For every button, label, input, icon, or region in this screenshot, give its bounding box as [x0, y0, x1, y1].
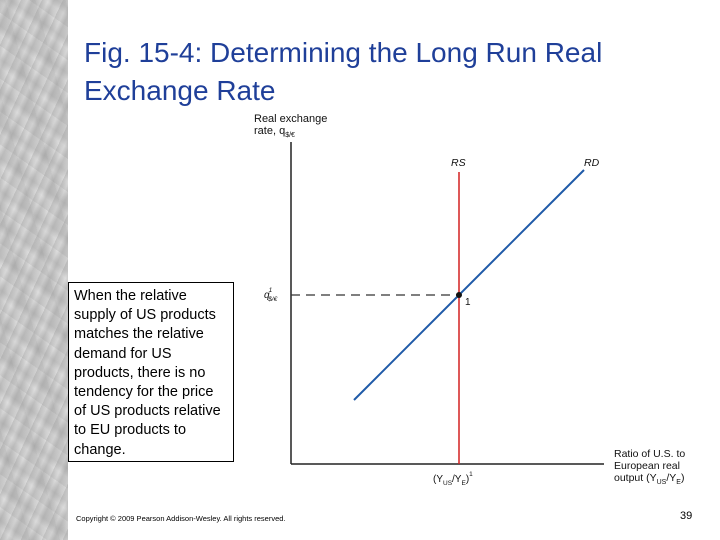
explanation-callout: When the relative supply of US products … — [68, 282, 234, 462]
x-axis-label-line1: Ratio of U.S. to — [614, 448, 685, 460]
equilibrium-point-label: 1 — [465, 297, 471, 308]
rd-curve — [353, 169, 585, 401]
x-axis-label-line3: output (YUS/YE) — [614, 472, 684, 486]
y-axis-label-line1: Real exchange — [254, 113, 327, 125]
x-axis-label-line2: European real — [614, 460, 680, 472]
x-tick-label: (YUS/YE)1 — [433, 471, 473, 487]
marble-background-strip — [0, 0, 68, 540]
rd-label: RD — [584, 157, 600, 169]
y-axis-label-line2: rate, q$/€ — [254, 125, 295, 139]
page-number: 39 — [680, 510, 693, 522]
copyright-footer: Copyright © 2009 Pearson Addison-Wesley.… — [76, 514, 286, 523]
q-tick-label: q1 $/€ — [264, 287, 278, 303]
rs-label: RS — [451, 157, 466, 169]
equilibrium-point — [456, 292, 462, 298]
slide-title: Fig. 15-4: Determining the Long Run Real… — [84, 37, 603, 106]
